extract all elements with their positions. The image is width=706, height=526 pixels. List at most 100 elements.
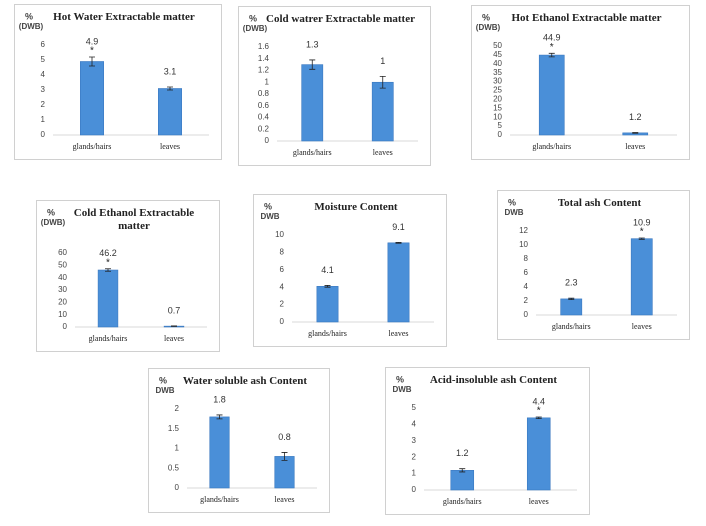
value-label: 0.8 [278,432,291,442]
chart-title: Hot Water Extractable matter [53,11,195,23]
chart-panel: % (DWB) 0 1 2 3 4 5 6 4.9 * glands/hairs 3.1 leaves Ho… [14,4,222,160]
y-tick-label: 0 [524,310,529,319]
y-tick-label: 40 [493,59,502,68]
y-tick-label: 0.4 [258,113,270,122]
x-tick-label: leaves [164,334,184,343]
y-axis-unit: (DWB) [243,24,268,33]
error-bar [395,241,402,244]
bar [80,61,105,136]
y-tick-label: 0 [280,317,285,326]
x-tick-label: leaves [389,329,409,338]
value-label: 0.7 [168,305,181,315]
chart-title: Moisture Content [314,201,398,213]
significance-marker: * [90,46,94,57]
y-axis-unit: DWB [392,385,411,394]
y-tick-label: 1 [41,115,46,124]
value-label: 2.3 [565,278,578,288]
y-tick-label: 45 [493,50,502,59]
value-label: 4.9 [86,36,99,46]
y-tick-label: 0 [265,136,270,145]
y-tick-label: 6 [524,268,529,277]
y-axis-label: % [264,201,272,211]
chart: %DWB 0 2 4 6 8 10 4.1 glands/hairs 9.1 leaves [260,201,434,338]
y-tick-label: 12 [519,226,528,235]
y-tick-label: 10 [519,240,528,249]
y-tick-label: 2 [412,452,417,461]
y-tick-label: 0 [41,130,46,139]
bar [560,298,583,316]
chart-title: Cold watrer Extractable matter [266,13,415,25]
chart: %(DWB) 0 1 2 3 4 5 6 4.9* glands/hairs 3.1 leaves [19,11,209,151]
error-bar [638,237,645,240]
value-label: 10.9 [633,217,651,227]
y-tick-label: 0.6 [258,101,270,110]
y-tick-label: 10 [58,310,67,319]
value-label: 1 [380,56,385,66]
significance-marker: * [106,257,110,268]
error-bar [105,268,111,272]
y-tick-label: 0 [63,322,68,331]
y-tick-label: 2 [524,296,529,305]
y-tick-label: 20 [493,95,502,104]
error-bar [459,468,466,473]
y-axis-label: % [25,11,33,21]
error-bar [89,56,95,67]
error-bar [216,414,223,420]
y-tick-label: 6 [280,265,285,274]
y-tick-label: 30 [493,77,502,86]
y-tick-label: 0.2 [258,124,270,133]
value-label: 46.2 [99,248,117,258]
y-tick-label: 4 [524,282,529,291]
y-tick-label: 4 [280,282,285,291]
y-tick-label: 1.5 [168,424,180,433]
bar [158,88,183,136]
chart-title: Acid-insoluble ash Content [429,374,558,386]
y-tick-label: 25 [493,86,502,95]
chart-panel: % DWB 0 2 4 6 8 10 12 2.3 glands/hairs 10.9 * leaves T… [497,190,690,340]
y-tick-label: 2 [41,100,46,109]
chart: %(DWB) 0 0.2 0.4 0.6 0.8 1 1.2 1.4 1.6 1.3 glands/h… [243,13,418,157]
chart-panel: % (DWB) 0 10 20 30 40 50 60 46.2 * glands/hairs 0.7 l… [36,200,220,352]
chart-panel: % (DWB) 0 5 10 15 20 25 30 35 40 45 50 44.9 * glands/ha… [471,5,690,160]
chart: %DWB 0 1 2 3 4 5 1.2 glands/hairs 4.4* leaves [392,374,577,506]
error-bar [535,416,542,420]
y-tick-label: 4 [412,420,417,429]
y-axis-unit: DWB [504,208,523,217]
y-axis-label: % [508,197,516,207]
x-tick-label: glands/hairs [443,497,482,506]
x-tick-label: leaves [275,495,295,504]
y-axis-unit: DWB [155,386,174,395]
y-tick-label: 1.6 [258,42,270,51]
significance-marker: * [537,406,541,417]
error-bar [324,285,331,288]
y-tick-label: 3 [41,85,46,94]
bar [209,416,230,489]
value-label: 1.2 [629,112,642,122]
y-tick-label: 0.5 [168,463,180,472]
y-tick-label: 2 [280,300,285,309]
chart-panel: % DWB 0 2 4 6 8 10 4.1 glands/hairs 9.1 leaves Moist… [253,194,447,347]
value-label: 1.8 [213,394,226,404]
y-axis-unit: (DWB) [476,23,501,32]
x-tick-label: glands/hairs [73,142,112,151]
y-axis-unit: (DWB) [41,218,66,227]
error-bar [309,59,316,70]
y-axis-label: % [482,12,490,22]
y-tick-label: 8 [280,248,285,257]
y-tick-label: 5 [412,403,417,412]
y-tick-label: 0 [175,483,180,492]
y-tick-label: 5 [41,55,46,64]
y-tick-label: 60 [58,248,67,257]
y-tick-label: 4 [41,70,46,79]
y-tick-label: 30 [58,285,67,294]
x-tick-label: glands/hairs [532,142,571,151]
bar [630,238,653,316]
y-tick-label: 35 [493,68,502,77]
error-bar [568,297,575,300]
y-tick-label: 20 [58,297,67,306]
x-tick-label: glands/hairs [293,148,332,157]
bar [526,417,551,491]
error-bar [379,75,386,89]
y-tick-label: 0 [412,485,417,494]
